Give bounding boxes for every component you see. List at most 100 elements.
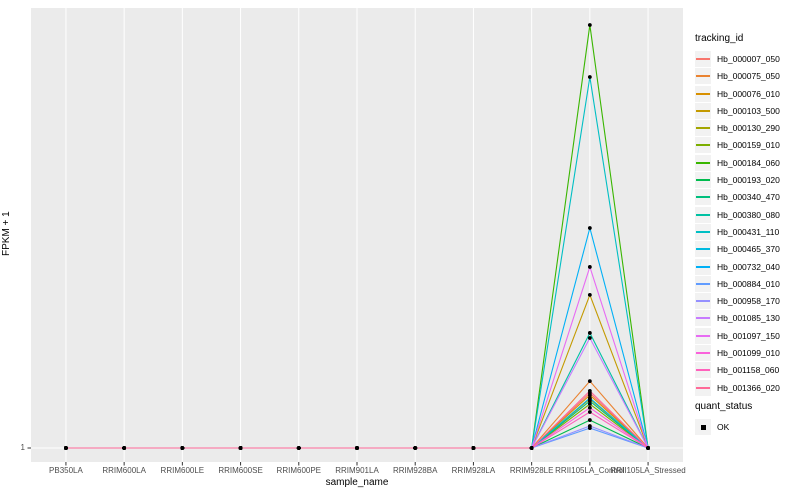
legend-item-Hb_000075_050: Hb_000075_050 [695,68,780,85]
legend-key-box [695,189,711,206]
legend-key-box [695,172,711,189]
legend-item-label: Hb_000193_020 [717,175,780,186]
x-tick-label-RRIM600SE: RRIM600SE [218,466,263,475]
legend-tracking-id-items: Hb_000007_050 Hb_000075_050 Hb_000076_010 H… [695,51,780,396]
legend-tracking-id: tracking_id Hb_000007_050 Hb_000075_050 Hb… [695,33,780,397]
legend-item-Hb_001085_130: Hb_001085_130 [695,310,780,327]
legend-item-label: Hb_000340_470 [717,192,780,203]
legend-item-label: Hb_000007_050 [717,54,780,64]
legend-key-box [695,137,711,154]
legend-tracking-id-title: tracking_id [695,33,744,44]
legend-item-label: Hb_000130_290 [717,123,780,134]
x-tick-label-RRIM928LA: RRIM928LA [451,466,496,475]
data-point [355,446,359,450]
legend-item-Hb_000465_370: Hb_000465_370 [695,241,780,258]
data-point [587,410,592,414]
x-tick-label-PB350LA: PB350LA [49,466,83,475]
legend-line-swatch-icon [696,92,710,95]
data-point [296,446,301,450]
y-axis-title: FPKM + 1 [1,211,12,256]
legend-item-Hb_000431_110: Hb_000431_110 [695,223,780,240]
legend-line-swatch-icon [696,386,710,389]
legend-item-Hb_000130_290: Hb_000130_290 [695,120,780,137]
legend-key-box [695,206,711,223]
data-point [587,336,592,340]
legend-key-box [695,85,711,102]
legend-line-swatch-icon [696,282,710,285]
data-point [587,393,592,398]
legend-quant-status-title: quant_status [695,401,753,412]
data-point [587,75,592,79]
legend-key-box [695,345,711,362]
legend-key-box [695,310,711,327]
data-point [180,446,185,450]
legend-line-swatch-icon [696,352,710,355]
legend-item-Hb_000007_050: Hb_000007_050 [695,51,780,67]
x-tick-label-RRII105LA_Stressed: RRII105LA_Stressed [610,466,686,475]
legend-line-swatch-icon [696,161,710,164]
data-point [587,331,592,335]
x-tick-label-RRIM600LE: RRIM600LE [160,466,205,475]
data-point [122,446,127,450]
legend-line-swatch-icon [696,127,710,130]
legend-item-label: Hb_000958_170 [717,296,780,307]
data-point [587,405,592,410]
data-point [587,388,592,393]
legend-item-label: Hb_000184_060 [717,157,780,168]
legend-line-swatch-icon [696,75,710,78]
legend-item-label: Hb_001085_130 [717,313,780,324]
legend-line-swatch-icon [696,58,710,60]
legend-line-swatch-icon [696,300,710,303]
x-tick-label-RRIM901LA: RRIM901LA [335,466,379,475]
ok-point-swatch-icon [700,424,706,430]
legend-item-Hb_001366_020: Hb_001366_020 [695,379,780,396]
legend-item-label: Hb_001158_060 [717,365,780,376]
legend-line-swatch-icon [696,317,710,320]
legend-item-Hb_000732_040: Hb_000732_040 [695,258,780,275]
legend-line-swatch-icon [696,109,710,112]
legend-line-swatch-icon [696,196,710,199]
legend-item-Hb_000340_470: Hb_000340_470 [695,189,780,206]
legend-item-Hb_000193_020: Hb_000193_020 [695,172,780,189]
data-point [587,418,592,422]
legend-item-label: Hb_000380_080 [717,209,780,220]
legend-key-box [695,102,711,119]
legend-item-label: Hb_001099_010 [717,348,780,359]
data-point [587,379,592,384]
data-point [471,446,476,450]
legend-key-box [695,419,711,435]
data-point [587,292,592,297]
legend-item-Hb_001097_150: Hb_001097_150 [695,327,780,344]
legend-item-label: Hb_000465_370 [717,244,780,255]
legend-item-label: Hb_000884_010 [717,278,780,289]
legend-item-Hb_000380_080: Hb_000380_080 [695,206,780,223]
x-tick-label-RRII105LA_Control: RRII105LA_Control [555,466,625,475]
data-point [587,396,592,400]
data-point [413,446,418,450]
legend-line-swatch-icon [696,230,710,233]
legend-line-swatch-icon [696,369,710,372]
legend-item-label: Hb_000159_010 [717,140,780,151]
legend-key-box [695,362,711,379]
legend-key-box [695,258,711,275]
legend-item-label: Hb_000103_500 [717,105,780,116]
legend-key-box [695,154,711,171]
legend-item-Hb_000884_010: Hb_000884_010 [695,275,780,292]
legend-item-label: Hb_000075_050 [717,71,780,82]
legend-item-label: Hb_001366_020 [717,382,780,393]
legend-key-box [695,68,711,85]
legend-key-box [695,379,711,396]
x-tick-label-RRIM928BA: RRIM928BA [392,466,438,475]
legend-key-box [695,241,711,258]
legend-item-ok: OK [695,419,752,435]
legend-item-label: Hb_000076_010 [717,88,780,99]
legend-line-swatch-icon [696,144,710,147]
data-point [64,446,68,450]
legend-key-box [695,293,711,310]
x-tick-label-RRIM928LE: RRIM928LE [509,466,554,475]
legend-item-Hb_000958_170: Hb_000958_170 [695,293,780,310]
legend-line-swatch-icon [696,334,710,337]
legend-item-Hb_000159_010: Hb_000159_010 [695,137,780,154]
data-point [587,402,592,406]
